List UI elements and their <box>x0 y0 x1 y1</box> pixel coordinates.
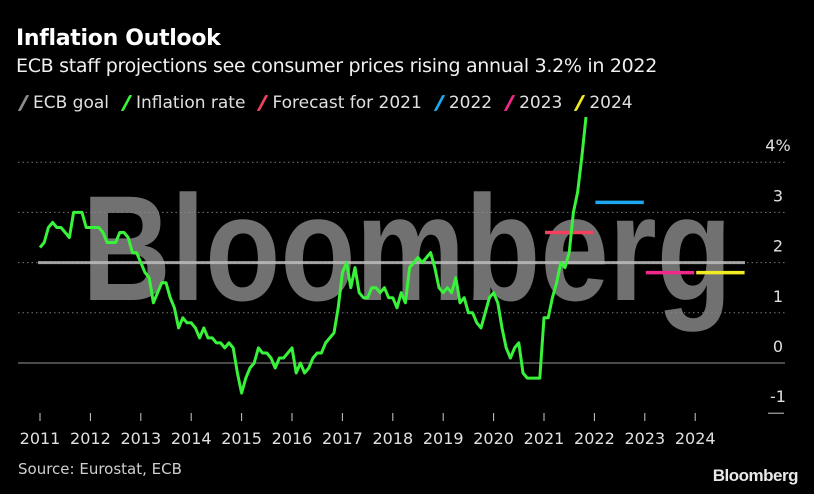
y-tick-label: 0 <box>773 337 783 356</box>
source-note: Source: Eurostat, ECB <box>18 460 182 478</box>
legend-item-ecb-goal: ECB goal <box>17 93 110 113</box>
legend-item-2024: 2024 <box>574 93 633 113</box>
x-tick-label: 2023 <box>624 429 665 448</box>
y-tick-label: 1 <box>773 287 783 306</box>
legend-label: ECB goal <box>33 93 110 113</box>
bloomberg-logo: Bloomberg <box>712 466 799 485</box>
chart-title: Inflation Outlook <box>16 26 221 51</box>
legend-item-forecast-2021: Forecast for 2021 <box>257 93 422 113</box>
legend-label: 2024 <box>589 93 633 113</box>
x-tick-label: 2024 <box>675 429 716 448</box>
x-tick-label: 2022 <box>574 429 615 448</box>
x-tick-label: 2011 <box>20 429 61 448</box>
x-tick-label: 2015 <box>221 429 262 448</box>
x-tick-label: 2012 <box>70 429 111 448</box>
legend-label: 2023 <box>519 93 563 113</box>
legend-label: Forecast for 2021 <box>272 93 422 113</box>
legend-item-2022: 2022 <box>433 93 493 113</box>
legend-label: 2022 <box>448 93 493 113</box>
y-tick-label: 3 <box>773 186 783 205</box>
x-tick-label: 2013 <box>120 429 161 448</box>
x-tick-label: 2020 <box>473 429 514 448</box>
x-tick-label: 2014 <box>171 429 212 448</box>
x-tick-label: 2021 <box>524 429 565 448</box>
y-tick-label: 2 <box>773 237 783 256</box>
legend-item-inflation-rate: Inflation rate <box>120 93 246 113</box>
legend-label: Inflation rate <box>136 93 246 113</box>
x-tick-label: 2018 <box>372 429 413 448</box>
chart-subtitle: ECB staff projections see consumer price… <box>16 55 657 77</box>
x-tick-label: 2016 <box>272 429 313 448</box>
legend-item-2023: 2023 <box>503 93 563 113</box>
legend: ECB goal Inflation rate Forecast for 202… <box>17 93 645 113</box>
x-tick-label: 2017 <box>322 429 363 448</box>
y-tick-label: -1 <box>770 387 786 406</box>
x-tick-label: 2019 <box>423 429 464 448</box>
y-tick-label: 4% <box>765 136 790 155</box>
bloomberg-watermark: Bloomberg <box>82 164 732 332</box>
